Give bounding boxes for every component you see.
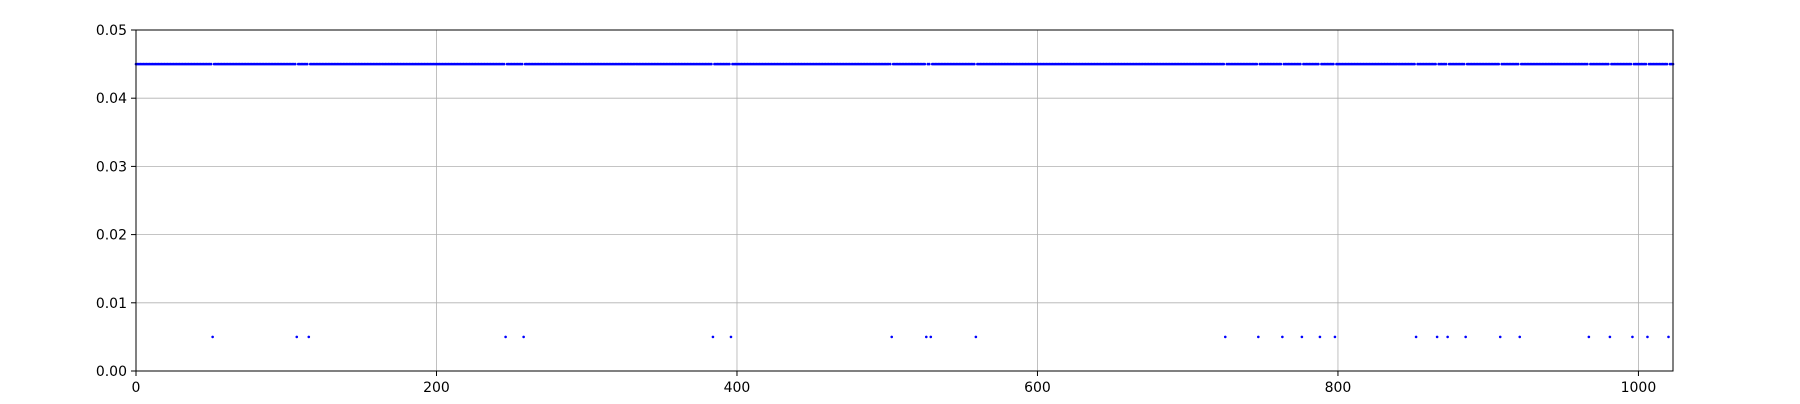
x-tick-label: 400 [724,380,751,396]
data-point [502,62,506,66]
data-point [1446,335,1449,339]
data-point [1318,335,1322,339]
data-point [1516,62,1520,66]
data-point [927,62,931,66]
x-axis: 0 200 400 600 800 1000 [132,371,1657,396]
grid-layer [135,29,1673,372]
data-point [293,62,297,66]
y-tick-label: 0.05 [96,23,127,39]
data-point [1413,62,1416,66]
data-point [1435,335,1439,339]
data-point [211,335,214,339]
y-tick-label: 0.02 [96,228,127,244]
data-point [1223,335,1227,339]
data-point [1317,62,1320,66]
data-point [973,62,976,66]
data-point [1464,335,1467,339]
data-point [1498,335,1502,339]
data-point [924,335,928,339]
y-tick-label: 0.04 [96,91,127,107]
y-tick-label: 0.00 [96,364,127,380]
data-point [1607,62,1610,66]
data-point [1333,335,1337,339]
x-tick-label: 200 [423,380,450,396]
data-point [1608,335,1612,339]
data-point [728,62,731,66]
data-point [890,335,894,339]
x-tick-label: 800 [1325,380,1352,396]
x-tick-label: 600 [1024,380,1051,396]
x-tick-label: 0 [132,380,141,396]
data-point [522,335,525,339]
data-point [1667,335,1670,339]
data-point [1222,62,1226,66]
data-point [1644,62,1648,66]
data-point [974,335,978,339]
data-point [1587,335,1591,339]
data-point [1414,335,1418,339]
data-point [1497,62,1501,66]
data-point [888,62,892,66]
data-point [1332,62,1335,66]
data-point [307,335,311,339]
data-point [1279,62,1283,66]
data-point [504,335,507,339]
data-point [1665,62,1669,66]
data-point [710,62,713,66]
data-point [1518,335,1522,339]
data-point [923,62,927,66]
plot-frame [135,29,1674,372]
x-tick-label: 1000 [1621,380,1657,396]
data-point [1300,335,1304,339]
data-point [1646,335,1649,339]
data-point [729,335,733,339]
data-point [520,62,524,66]
data-point [1281,335,1284,339]
y-tick-label: 0.01 [96,296,127,312]
data-point [1257,335,1260,339]
data-points [134,62,1675,339]
y-axis: 0.00 0.01 0.02 0.03 0.04 0.05 [96,23,136,380]
data-point [305,62,309,66]
data-point [1255,62,1259,66]
data-point [1462,62,1466,66]
y-tick-label: 0.03 [96,159,127,175]
data-point [1629,62,1633,66]
data-point [1631,335,1634,339]
data-point [1444,62,1448,66]
data-point [1434,62,1437,66]
data-point [295,335,299,339]
data-point [711,335,715,339]
data-point [929,335,933,339]
data-point [1586,62,1589,66]
data-point [1299,62,1302,66]
data-point [209,62,213,66]
